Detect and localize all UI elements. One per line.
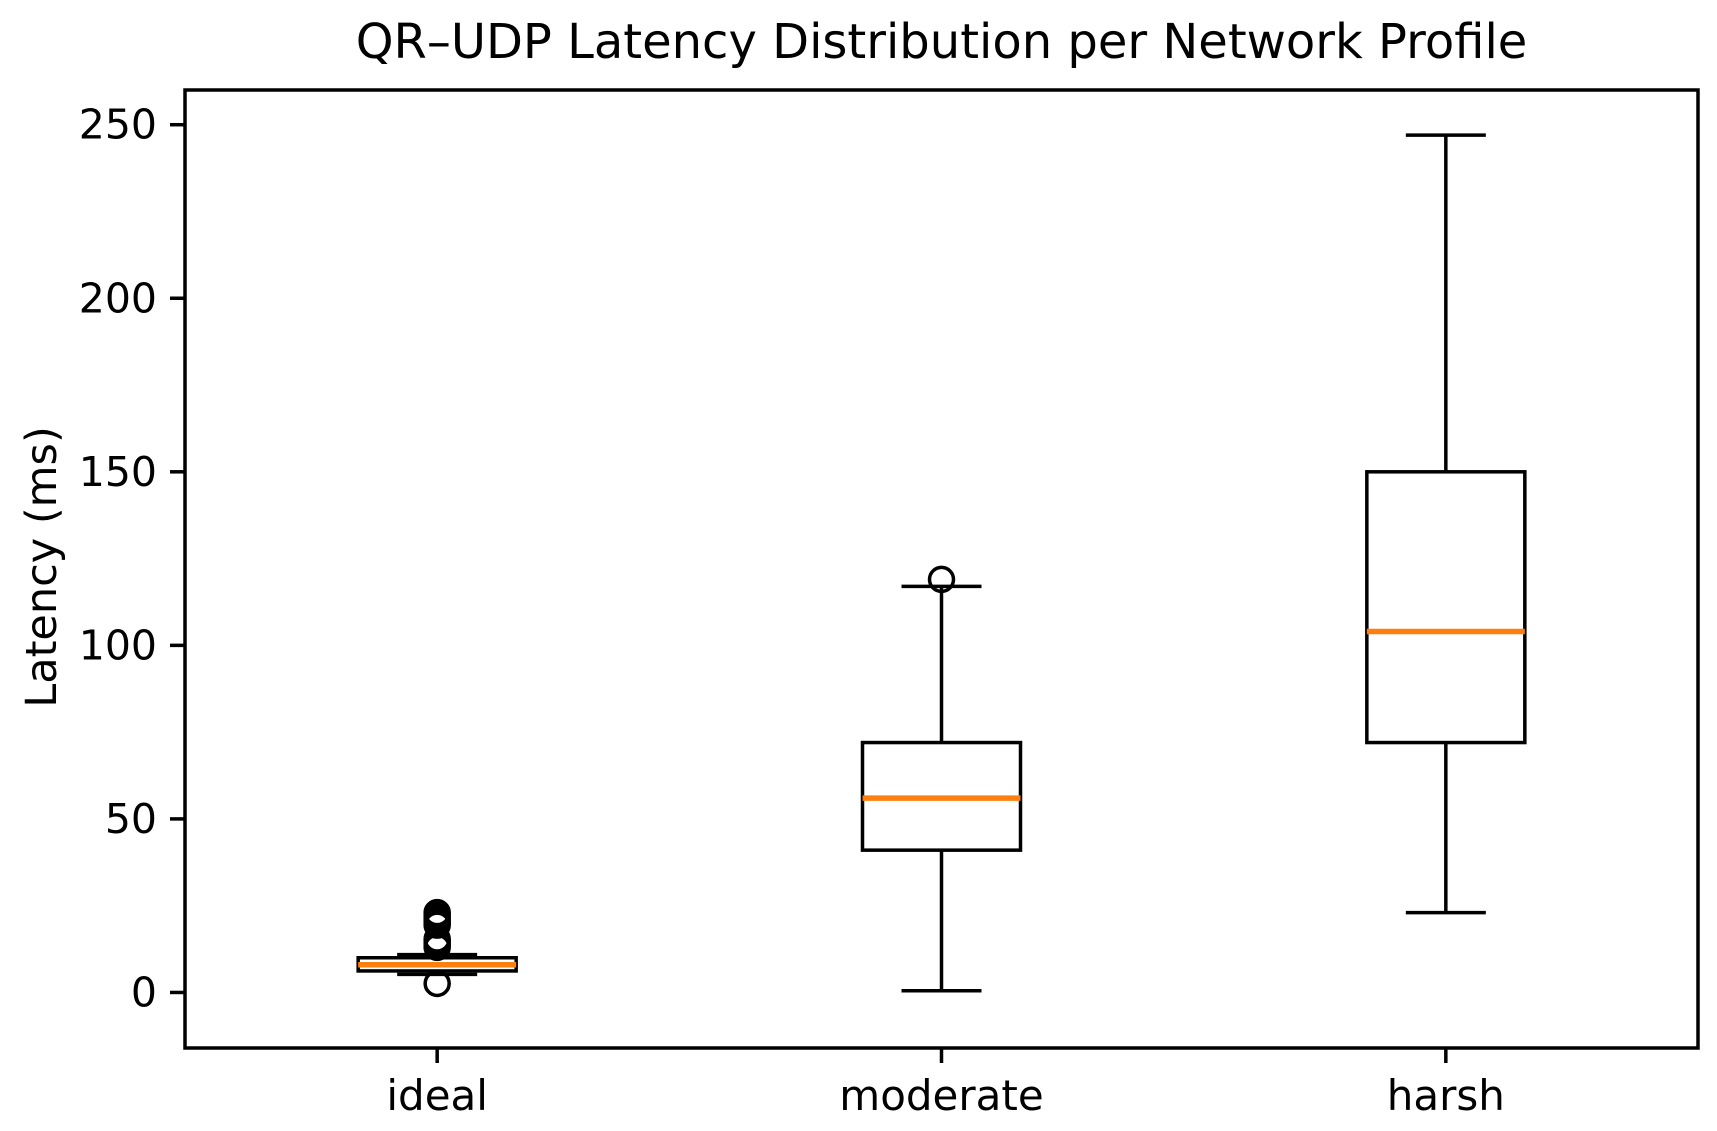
y-tick-label-200: 200	[79, 274, 157, 322]
x-tick-label-moderate: moderate	[839, 1071, 1043, 1120]
x-tick-label-harsh: harsh	[1387, 1071, 1505, 1120]
flier-ideal	[423, 911, 451, 939]
y-tick-label-150: 150	[79, 448, 157, 496]
y-tick-label-50: 50	[105, 795, 157, 843]
chart-title: QR–UDP Latency Distribution per Network …	[355, 14, 1528, 70]
box-harsh	[1365, 470, 1527, 745]
y-tick-label-0: 0	[131, 968, 157, 1016]
y-tick-label-250: 250	[79, 101, 157, 149]
flier-moderate	[927, 565, 956, 594]
flier-ideal	[423, 933, 451, 962]
flier-ideal	[423, 969, 451, 998]
x-tick-label-ideal: ideal	[386, 1071, 488, 1120]
y-tick-label-100: 100	[79, 621, 157, 669]
